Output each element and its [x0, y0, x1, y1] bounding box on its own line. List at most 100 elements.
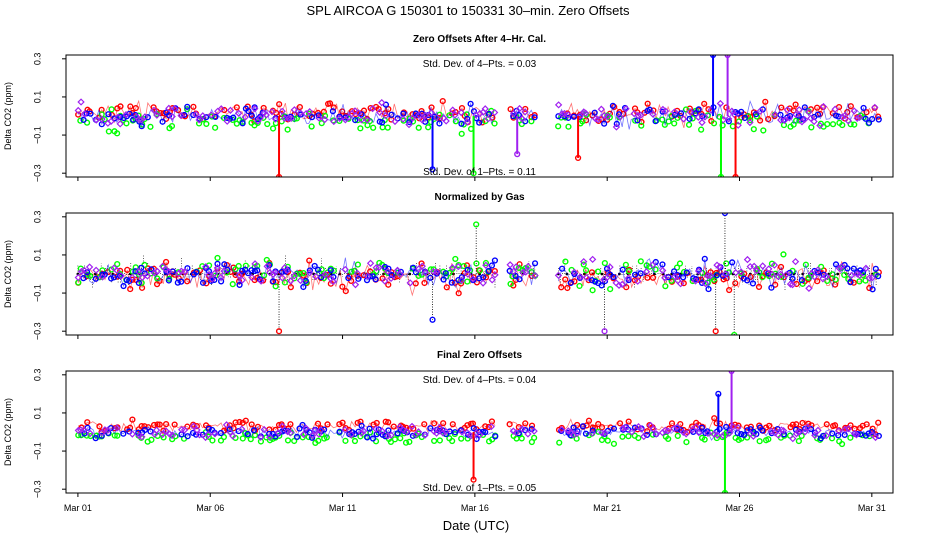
data-point-blue [646, 106, 653, 113]
data-point-blue [467, 100, 474, 107]
data-point-red [150, 104, 157, 111]
data-point-purple [150, 106, 158, 115]
data-point-purple [238, 425, 246, 433]
data-point-purple [509, 267, 518, 276]
data-point-purple [463, 118, 472, 126]
data-point-blue [591, 109, 598, 116]
data-point-green [862, 277, 869, 284]
data-point-red [226, 422, 233, 429]
data-point-red [385, 281, 392, 288]
data-point-green [330, 267, 337, 274]
data-point-red [562, 276, 569, 283]
data-point-purple [679, 428, 688, 436]
data-point-red [680, 280, 687, 287]
data-point-purple [701, 113, 709, 121]
data-point-red [169, 105, 176, 112]
data-point-purple [484, 115, 492, 123]
y-axis-label: Delta CO2 (ppm) [3, 240, 13, 308]
data-point-green [269, 125, 277, 132]
data-point-green [308, 123, 315, 130]
data-point-green [839, 121, 846, 129]
data-point-purple [807, 114, 815, 122]
data-point-green [296, 270, 303, 277]
data-point-green [263, 256, 270, 264]
data-point-blue [741, 114, 748, 122]
data-point-purple [162, 265, 170, 274]
data-point-blue [388, 271, 395, 279]
data-point-blue [440, 276, 447, 283]
data-point-blue [567, 279, 574, 287]
data-point-purple [791, 257, 800, 266]
data-point-blue [327, 267, 334, 274]
data-point-purple [113, 266, 121, 275]
data-point-blue [589, 427, 596, 434]
data-point-purple [418, 262, 426, 270]
data-point-green [464, 278, 471, 285]
data-point-red [317, 425, 324, 432]
data-point-purple [77, 98, 85, 106]
data-point-purple [779, 426, 788, 435]
data-point-green [217, 437, 225, 444]
data-point-red [598, 116, 605, 123]
data-point-purple [805, 284, 813, 293]
x-tick-label: Mar 11 [329, 503, 356, 513]
data-point-blue [485, 267, 492, 275]
spike-point [429, 316, 436, 323]
data-point-blue [615, 111, 623, 118]
data-point-blue [181, 111, 188, 119]
data-point-purple [143, 272, 152, 280]
data-point-purple [488, 276, 496, 284]
data-point-blue [308, 114, 316, 121]
data-point-purple [359, 427, 368, 435]
data-point-blue [98, 432, 105, 439]
data-point-green [729, 123, 736, 130]
data-point-red [726, 286, 733, 294]
data-point-blue [695, 106, 702, 113]
data-point-red [823, 421, 830, 428]
data-point-green [77, 117, 84, 124]
data-point-purple [287, 114, 295, 123]
data-point-purple [393, 266, 402, 275]
data-point-blue [199, 279, 207, 286]
data-point-purple [415, 111, 423, 119]
data-point-red [799, 419, 806, 427]
data-point-green [205, 433, 212, 440]
data-point-blue [318, 274, 325, 281]
data-point-green [397, 435, 404, 442]
data-point-blue [214, 260, 221, 267]
data-point-blue [458, 274, 465, 281]
data-point-blue [738, 431, 745, 438]
data-point-blue [865, 119, 873, 126]
data-point-red [869, 425, 876, 432]
data-point-purple [780, 116, 789, 125]
data-point-purple [375, 263, 383, 271]
data-point-purple [260, 425, 268, 434]
data-point-purple [457, 276, 466, 285]
data-point-purple [217, 273, 225, 282]
data-point-green [114, 432, 121, 439]
data-point-blue [245, 108, 252, 115]
baseline-point [408, 272, 412, 276]
data-point-red [375, 106, 382, 113]
data-point-green [610, 440, 618, 447]
data-point-green [446, 269, 453, 277]
data-point-blue [159, 118, 166, 125]
data-point-blue [795, 112, 802, 119]
data-point-purple [774, 272, 782, 281]
data-point-blue [610, 273, 617, 281]
data-point-purple [510, 109, 518, 118]
data-point-purple [458, 428, 466, 436]
chart-panel-1: Zero Offsets After 4–Hr. Cal. Delta CO2 (… [3, 34, 894, 182]
data-point-purple [728, 107, 736, 115]
spike-point [709, 55, 717, 59]
data-point-purple [704, 429, 712, 438]
data-point-purple [671, 272, 679, 281]
data-point-blue [382, 433, 389, 440]
data-point-purple [837, 263, 846, 271]
data-point-red [644, 274, 651, 281]
data-point-purple [330, 117, 338, 126]
data-point-purple [804, 423, 812, 431]
data-point-red [390, 423, 397, 430]
data-point-green [239, 435, 246, 442]
data-point-blue [510, 113, 517, 120]
